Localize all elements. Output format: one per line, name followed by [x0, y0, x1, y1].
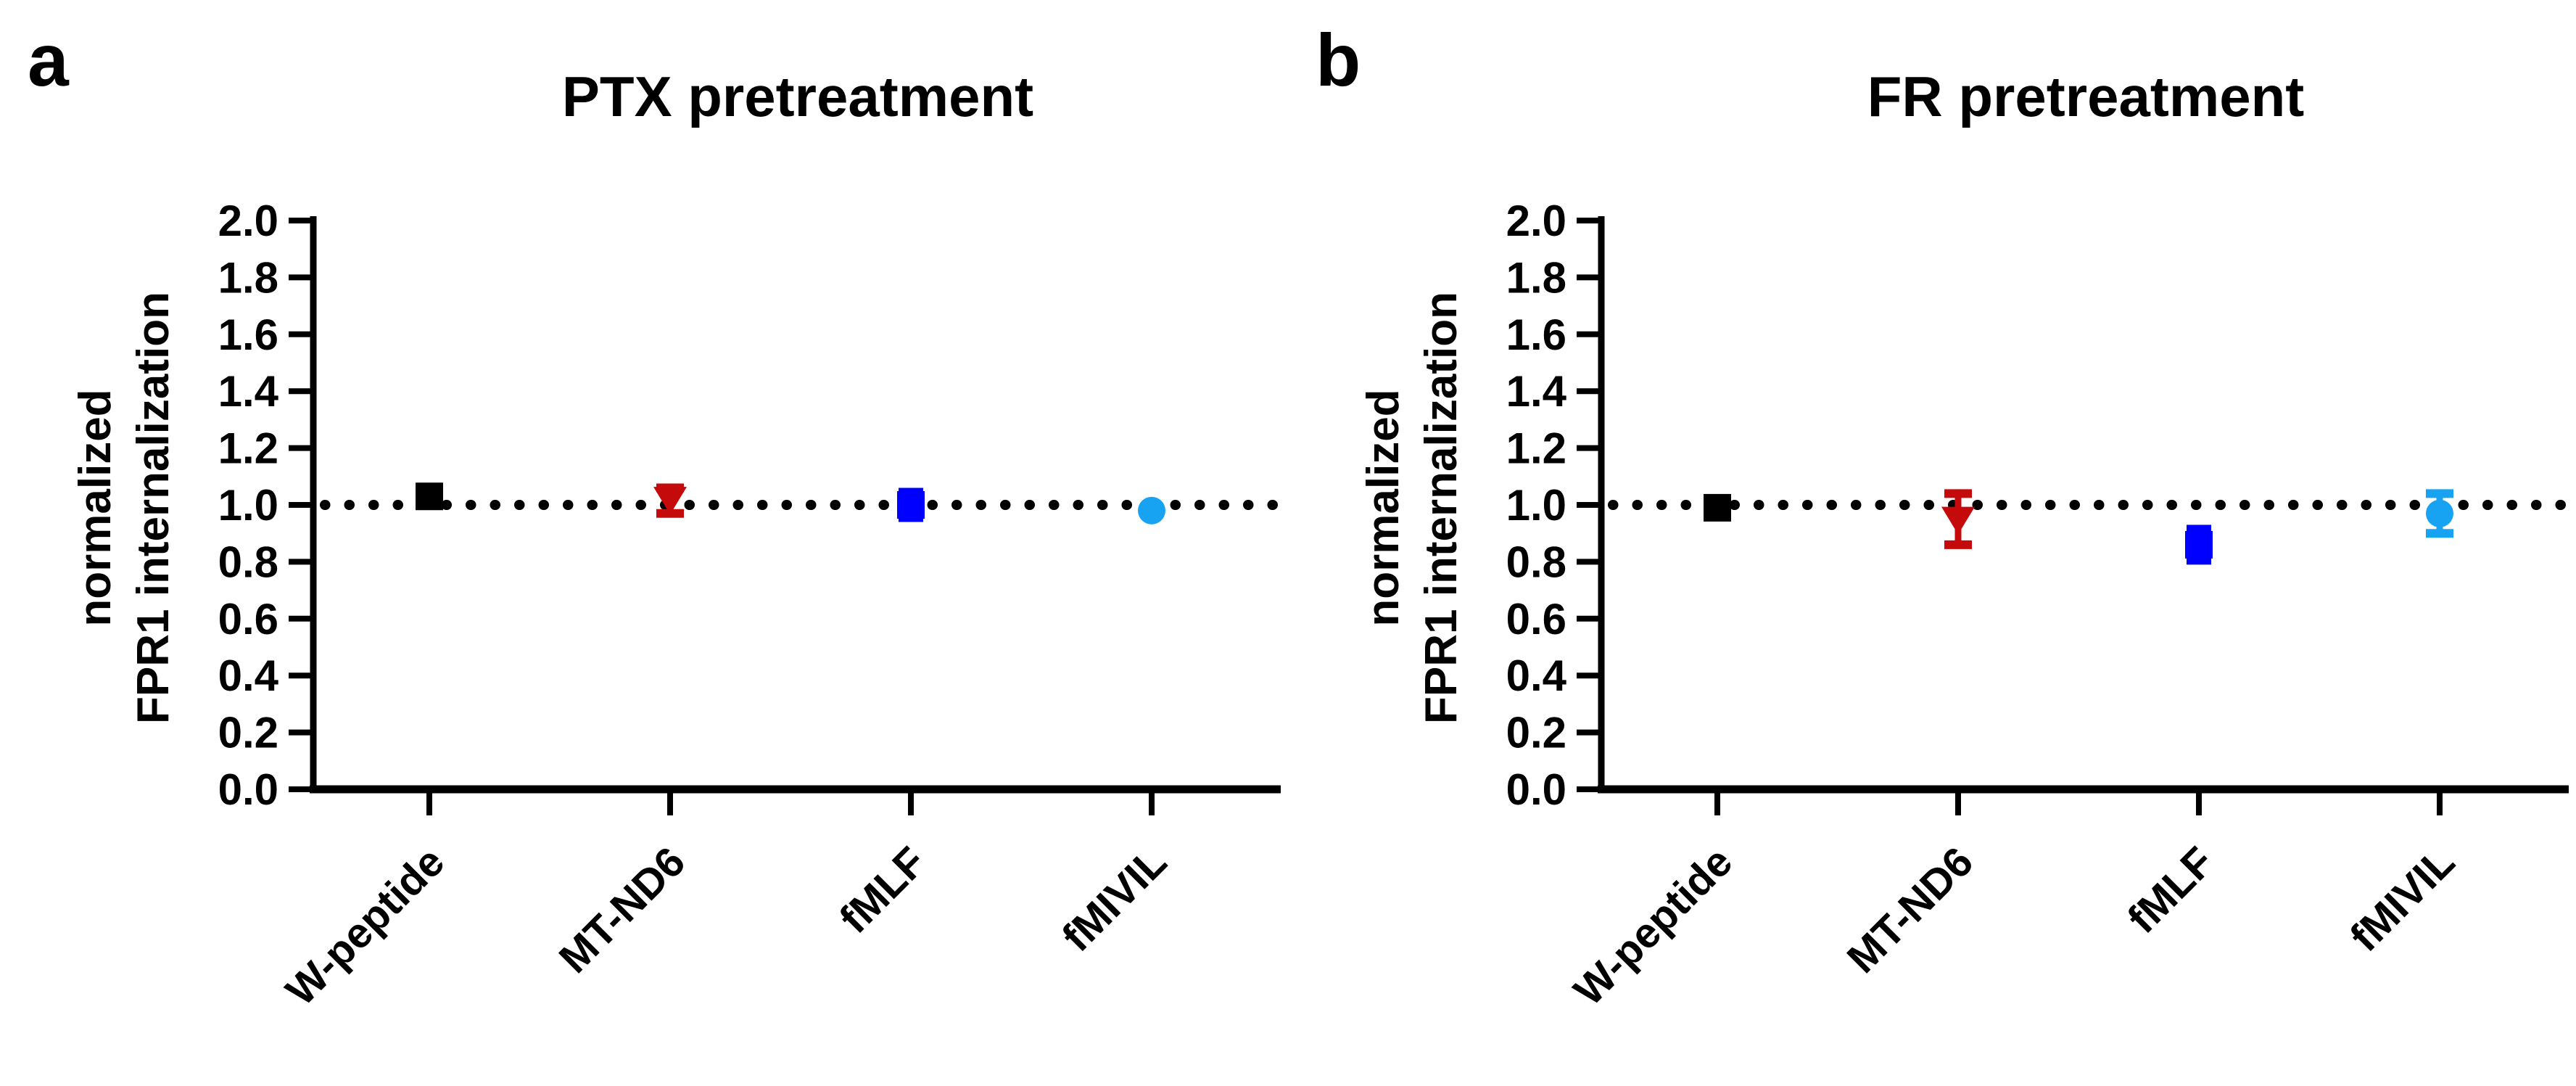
panel-b-chart: b FR pretreatment normalized FPR1 intern…: [1316, 19, 2574, 1015]
chart-title: PTX pretreatment: [562, 65, 1033, 128]
x-tick-label: fMLF: [830, 838, 935, 942]
marker-triangle-down: [653, 487, 687, 515]
y-tick-label: 0.2: [1506, 709, 1566, 757]
marker-triangle-down: [1941, 506, 1975, 535]
x-tick-label: MT-ND6: [1838, 838, 1983, 982]
y-tick-label: 2.0: [1506, 197, 1566, 245]
marker-circle: [2426, 499, 2453, 527]
y-tick-label: 1.6: [218, 310, 278, 359]
plot-area: 0.0 0.2 0.4 0.6 0.8 1.0 1.2 1.4 1.6 1.8 2.0 W-pepti…: [1506, 197, 2574, 1015]
panel-letter: a: [28, 19, 70, 102]
y-tick-label: 0.6: [218, 595, 278, 643]
y-tick-label: 1.8: [1506, 253, 1566, 302]
marker-square: [416, 482, 443, 511]
x-tick-label: MT-ND6: [550, 838, 695, 982]
panel-a: a PTX pretreatment normalized FPR1 inter…: [28, 19, 1286, 1015]
x-tick-label: fMIVIL: [2341, 838, 2464, 960]
y-tick-label: 1.2: [1506, 424, 1566, 473]
y-tick-label: 0.0: [218, 765, 278, 814]
y-axis-label-line2: FPR1 internalization: [128, 292, 178, 724]
y-axis-label-line1: normalized: [1358, 389, 1408, 626]
panel-b: b FR pretreatment normalized FPR1 intern…: [1288, 0, 2576, 1086]
y-tick-label: 1.4: [218, 367, 279, 416]
marker-circle: [1138, 496, 1165, 525]
y-tick-label: 1.0: [218, 481, 278, 530]
y-axis-label-line2: FPR1 internalization: [1416, 292, 1466, 724]
chart-title: FR pretreatment: [1867, 65, 2304, 128]
panel-letter: b: [1316, 19, 1361, 102]
marker-square: [1704, 493, 1731, 522]
x-tick-label: W-peptide: [277, 838, 453, 1014]
y-tick-label: 0.8: [1506, 538, 1566, 586]
x-tick-label: fMLF: [2118, 838, 2223, 942]
y-tick-label: 2.0: [218, 197, 278, 245]
y-tick-label: 1.0: [1506, 481, 1566, 530]
y-tick-label: 0.0: [1506, 765, 1566, 814]
y-tick-label: 1.4: [1506, 367, 1567, 416]
y-tick-label: 0.2: [218, 709, 278, 757]
x-tick-label: W-peptide: [1565, 838, 1741, 1014]
y-tick-label: 1.6: [1506, 310, 1566, 359]
y-tick-label: 0.8: [218, 538, 278, 586]
y-tick-label: 0.6: [1506, 595, 1566, 643]
y-tick-label: 0.4: [218, 651, 279, 700]
x-tick-label: fMIVIL: [1053, 838, 1176, 960]
marker-square: [2185, 530, 2213, 559]
panel-a-chart: a PTX pretreatment normalized FPR1 inter…: [28, 19, 1286, 1015]
plot-area: 0.0 0.2 0.4 0.6 0.8 1.0 1.2 1.4 1.6 1.8 2.0 W-pepti…: [218, 197, 1286, 1015]
marker-square: [897, 491, 925, 519]
y-axis-label-line1: normalized: [70, 389, 120, 626]
y-tick-label: 1.8: [218, 253, 278, 302]
y-tick-label: 1.2: [218, 424, 278, 473]
y-tick-label: 0.4: [1506, 651, 1567, 700]
